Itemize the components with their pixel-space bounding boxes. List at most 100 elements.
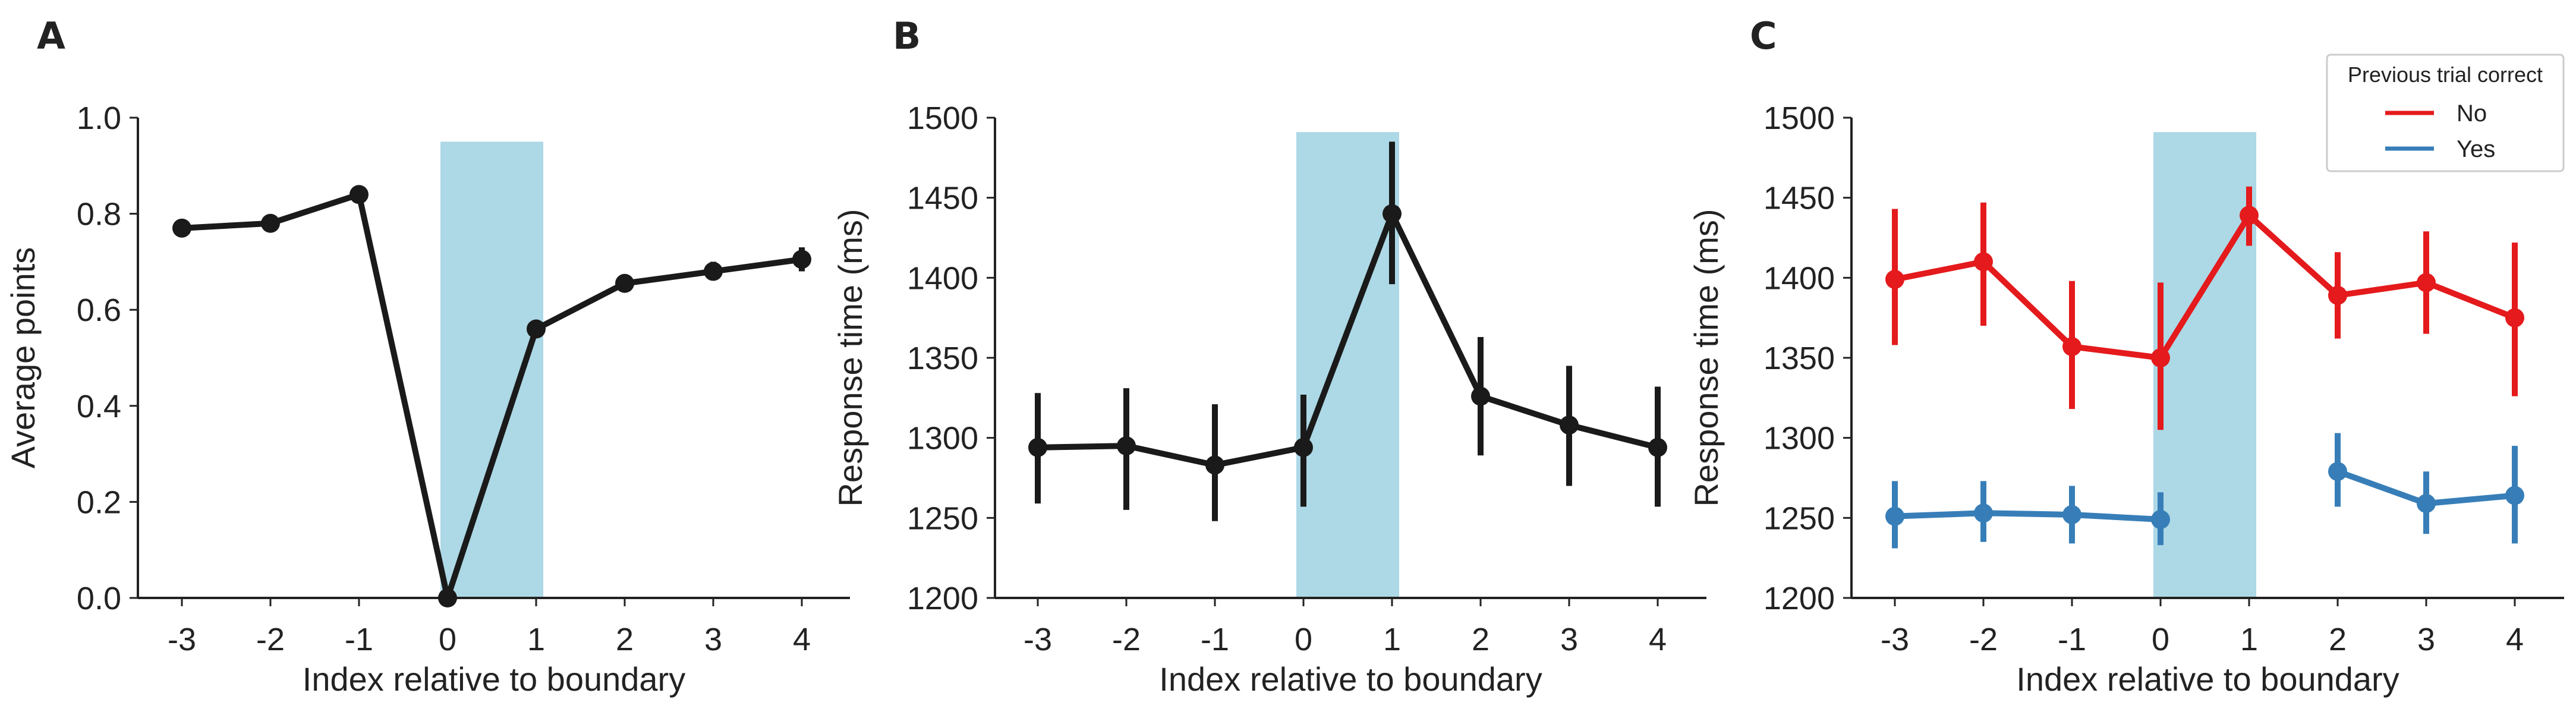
x-tick-label: -3 (1881, 622, 1909, 657)
data-point-no (2240, 206, 2259, 225)
y-tick-label: 1350 (1763, 341, 1835, 376)
y-tick-label: 1300 (1763, 421, 1835, 456)
data-point-main (1117, 436, 1136, 456)
data-point-main (615, 273, 634, 293)
y-tick-label: 1250 (907, 500, 978, 536)
panel-c: C 1200 1250 1300 1350 1400 1450 1500 -3 -2 -1 0 1 2 3 4… (1687, 14, 2565, 698)
y-tick-label: 0.0 (77, 581, 121, 616)
y-tick-label: 0.6 (77, 292, 121, 328)
panel-letter: C (1750, 14, 1777, 58)
legend-label-no: No (2457, 100, 2487, 127)
y-axis-label: Average points (4, 247, 42, 469)
panel-letter: A (37, 14, 65, 58)
data-point-yes (2062, 505, 2081, 524)
series-line-yes (1894, 510, 2161, 523)
series-line-no (1894, 212, 2516, 361)
x-axis-label: Index relative to boundary (2016, 660, 2399, 698)
data-point-yes (2151, 510, 2170, 530)
legend-box (2326, 53, 2565, 172)
highlight-region (1296, 132, 1399, 599)
x-tick-label: 4 (2506, 622, 2524, 657)
x-tick-label: 4 (1649, 622, 1667, 657)
y-tick-label: 1200 (1763, 581, 1835, 616)
x-tick-label: 3 (704, 622, 722, 657)
y-tick-label: 1450 (1763, 181, 1835, 216)
panel-b: B 1200 1250 1300 1350 1400 1450 1500 -3 -2 -1 0 1 2 3 4… (832, 14, 1706, 698)
y-tick-label: 0.2 (77, 484, 121, 520)
data-point-main (172, 218, 191, 238)
data-point-main (1471, 386, 1490, 406)
x-tick-label: -3 (168, 622, 196, 657)
data-point-no (1974, 252, 1993, 272)
highlight-region (2153, 132, 2256, 599)
y-tick-label: 1500 (907, 100, 978, 136)
data-point-main (1383, 204, 1402, 223)
data-point-no (1885, 270, 1904, 289)
data-point-yes (1974, 503, 1993, 523)
y-tick-label: 1200 (907, 581, 978, 616)
data-point-yes (2417, 494, 2436, 514)
x-tick-label: 1 (1383, 622, 1401, 657)
y-tick-label: 1500 (1763, 100, 1835, 136)
x-tick-label: 1 (527, 622, 545, 657)
data-point-yes (2505, 486, 2524, 505)
x-tick-label: -2 (256, 622, 285, 657)
x-tick-label: 2 (616, 622, 634, 657)
data-point-no (2151, 348, 2170, 367)
x-tick-label: -2 (1969, 622, 1998, 657)
x-tick-label: -2 (1112, 622, 1141, 657)
data-point-no (2328, 285, 2347, 305)
series-line-main (1037, 210, 1659, 468)
y-tick-label: 1450 (907, 181, 978, 216)
y-tick-label: 1350 (907, 341, 978, 376)
x-tick-label: -1 (1201, 622, 1229, 657)
data-point-main (438, 588, 457, 607)
data-point-main (1560, 415, 1579, 435)
x-tick-label: -1 (2058, 622, 2086, 657)
data-point-no (2062, 337, 2081, 357)
x-tick-label: 0 (439, 622, 456, 657)
series-line-main (181, 191, 802, 601)
x-tick-label: -1 (345, 622, 373, 657)
data-point-main (1205, 455, 1224, 475)
x-tick-label: 4 (793, 622, 811, 657)
panel-letter: B (893, 14, 921, 58)
data-point-main (527, 319, 546, 339)
data-point-main (1648, 437, 1667, 457)
x-tick-label: 3 (1560, 622, 1578, 657)
x-tick-label: 3 (2417, 622, 2435, 657)
x-tick-label: 1 (2240, 622, 2258, 657)
data-point-yes (1885, 506, 1904, 526)
data-point-main (1294, 437, 1313, 457)
y-axis-label: Response time (ms) (1687, 209, 1725, 506)
x-axis-label: Index relative to boundary (303, 660, 685, 698)
legend: Previous trial correct No Yes (2326, 53, 2565, 172)
x-tick-label: -3 (1024, 622, 1052, 657)
data-point-yes (2328, 462, 2347, 481)
y-tick-label: 0.4 (77, 389, 121, 424)
data-point-main (261, 213, 280, 233)
data-point-no (2417, 273, 2436, 292)
panel-a: A 0.0 0.2 0.4 0.6 0.8 1.0 -3 -2 -1 0 1 2 3 4 Index rela… (4, 14, 850, 698)
legend-label-yes: Yes (2457, 136, 2495, 162)
legend-title: Previous trial correct (2348, 62, 2543, 87)
y-tick-label: 1250 (1763, 500, 1835, 536)
y-axis-label: Response time (ms) (832, 209, 869, 506)
data-point-no (2505, 308, 2524, 327)
y-tick-label: 1.0 (77, 100, 121, 136)
x-tick-label: 0 (2152, 622, 2169, 657)
x-tick-label: 2 (1472, 622, 1489, 657)
data-point-main (792, 250, 811, 269)
x-tick-label: 2 (2329, 622, 2347, 657)
y-tick-label: 0.8 (77, 197, 121, 232)
y-tick-label: 1300 (907, 421, 978, 456)
data-point-main (1028, 437, 1047, 457)
highlight-region (440, 141, 543, 598)
y-tick-label: 1400 (1763, 260, 1835, 296)
x-tick-label: 0 (1295, 622, 1312, 657)
y-tick-label: 1400 (907, 260, 978, 296)
data-point-main (704, 262, 723, 281)
data-point-main (349, 185, 369, 204)
x-axis-label: Index relative to boundary (1159, 660, 1542, 698)
